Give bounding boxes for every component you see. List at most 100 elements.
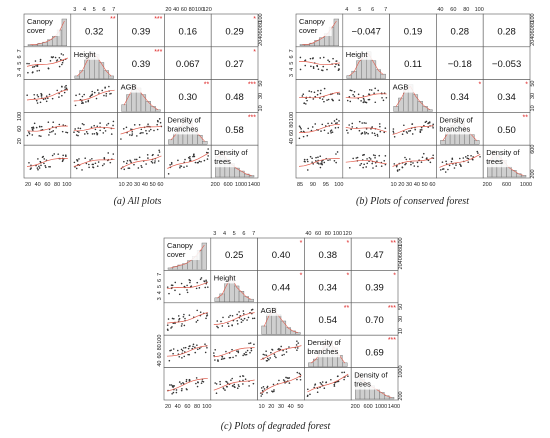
scatter-point [420, 129, 423, 131]
scatter-point [296, 340, 298, 342]
variable-label: Density of [439, 115, 473, 124]
scatter-point [51, 97, 54, 100]
scatter-point [96, 165, 99, 167]
scatter-point [186, 284, 188, 287]
tick-label-bottom: 95 [323, 182, 329, 188]
significance-stars: ** [523, 114, 529, 121]
scatter-point [88, 163, 90, 166]
scatter-point [308, 90, 311, 92]
scatter-point [92, 166, 94, 168]
variable-label-bg [212, 272, 247, 284]
tick-label-right: 10 [398, 328, 404, 334]
scatter-point [380, 165, 383, 167]
scatter-point [467, 154, 469, 157]
scatter-point [335, 118, 338, 121]
scatter-point [307, 127, 310, 130]
variable-label: Canopy [299, 17, 325, 26]
histogram-bar [275, 314, 282, 335]
scatter-point [299, 56, 302, 59]
scatter-point [302, 130, 305, 133]
scatter-point [205, 279, 207, 282]
correlation-value: 0.30 [179, 92, 198, 103]
lowess-line [345, 127, 387, 133]
scatter-point [185, 388, 188, 390]
scatter-point [236, 319, 239, 322]
scatter-point [129, 159, 131, 162]
tick-label-left: 5 [157, 285, 163, 288]
correlation-value: 0.29 [225, 26, 244, 37]
scatter-point [422, 152, 425, 155]
scatter-point [217, 360, 219, 362]
tick-label-left: 20 [17, 138, 23, 144]
scatter-point [320, 162, 323, 165]
scatter-point [350, 128, 352, 131]
cell-frame [117, 46, 165, 80]
scatter-point [207, 151, 209, 154]
variable-label-bg [119, 81, 154, 93]
scatter-point [321, 69, 324, 72]
scatter-point [314, 383, 317, 386]
scatter-point [285, 376, 287, 379]
scatter-point [265, 350, 267, 352]
cell-frame [350, 302, 399, 336]
correlation-value: 0.39 [365, 283, 384, 294]
scatter-point [66, 131, 69, 134]
scatter-point [183, 347, 185, 349]
scatter-point [330, 378, 332, 381]
scatter-point [320, 383, 323, 385]
histogram-bar [121, 104, 127, 112]
scatter-point [305, 103, 307, 105]
scatter-point [61, 85, 63, 88]
scatter-point [39, 58, 42, 61]
variable-label-bg [259, 304, 294, 316]
scatter-point [109, 161, 112, 164]
scatter-point [42, 98, 45, 101]
scatter-point [196, 385, 199, 388]
cell-frame [436, 144, 484, 179]
scatter-point [183, 313, 185, 316]
scatter-point [157, 154, 159, 156]
scatter-point [237, 351, 240, 354]
scatter-point [52, 130, 55, 132]
scatter-point [27, 71, 29, 74]
tick-label-left: 3 [157, 297, 163, 300]
cell-frame [163, 367, 212, 401]
caption-b-text: Plots of conserved forest [370, 196, 469, 207]
scatter-point [45, 166, 47, 169]
scatter-point [337, 380, 339, 383]
scatter-point [170, 384, 173, 386]
scatter-point [194, 161, 197, 164]
scatter-point [225, 385, 228, 388]
scatter-point [450, 160, 453, 163]
scatter-point [266, 357, 269, 360]
scatter-point [45, 159, 48, 161]
scatter-point [216, 320, 219, 322]
significance-stars: * [525, 82, 528, 89]
scatter-point [366, 162, 369, 165]
correlation-value: 0.48 [225, 92, 244, 103]
tick-label-top: 4 [345, 7, 348, 13]
scatter-point [365, 128, 368, 130]
scatter-point [336, 375, 339, 378]
scatter-point [75, 134, 78, 136]
cell-frame [389, 46, 437, 80]
significance-stars: * [253, 49, 256, 56]
scatter-point [36, 65, 39, 68]
histogram-bar [84, 59, 90, 79]
lowess-line [26, 57, 68, 67]
scatter-point [75, 94, 77, 97]
scatter-point [65, 84, 67, 87]
scatter-point [311, 161, 313, 163]
scatter-point [282, 349, 284, 352]
tick-label-bottom: 1000 [520, 182, 532, 188]
tick-label-top: 60 [181, 7, 187, 13]
scatter-point [336, 151, 339, 153]
cell-frame [257, 334, 305, 368]
scatter-point [350, 89, 353, 92]
scatter-point [187, 156, 190, 159]
scatter-point [408, 158, 411, 160]
scatter-point [172, 352, 174, 355]
scatter-point [36, 70, 38, 72]
scatter-point [202, 380, 205, 383]
scatter-point [184, 346, 187, 349]
